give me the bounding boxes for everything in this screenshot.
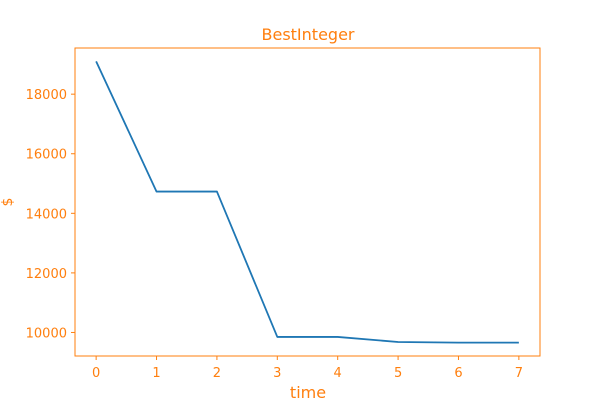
y-tick-label: 14000 <box>26 207 67 222</box>
y-tick-label: 18000 <box>26 88 67 103</box>
x-tick-label: 3 <box>273 366 281 381</box>
x-axis-ticks: 0 1 2 3 4 5 6 7 <box>92 356 523 381</box>
chart-title: BestInteger <box>262 25 355 44</box>
y-axis-ticks: 10000 12000 14000 16000 18000 <box>26 88 75 341</box>
x-tick-label: 6 <box>454 366 462 381</box>
x-tick-label: 0 <box>92 366 100 381</box>
y-axis-label: $ <box>0 198 16 207</box>
series-layer <box>95 61 519 344</box>
y-tick-label: 16000 <box>26 148 67 163</box>
series-line <box>95 61 519 344</box>
y-tick-label: 10000 <box>26 326 67 341</box>
x-tick-label: 5 <box>394 366 402 381</box>
x-tick-label: 2 <box>213 366 221 381</box>
x-axis-label: time <box>290 383 326 400</box>
x-tick-label: 7 <box>515 366 523 381</box>
plot-area-frame <box>74 47 541 357</box>
y-tick-label: 12000 <box>26 267 67 282</box>
x-tick-label: 1 <box>152 366 160 381</box>
x-tick-label: 4 <box>334 366 342 381</box>
